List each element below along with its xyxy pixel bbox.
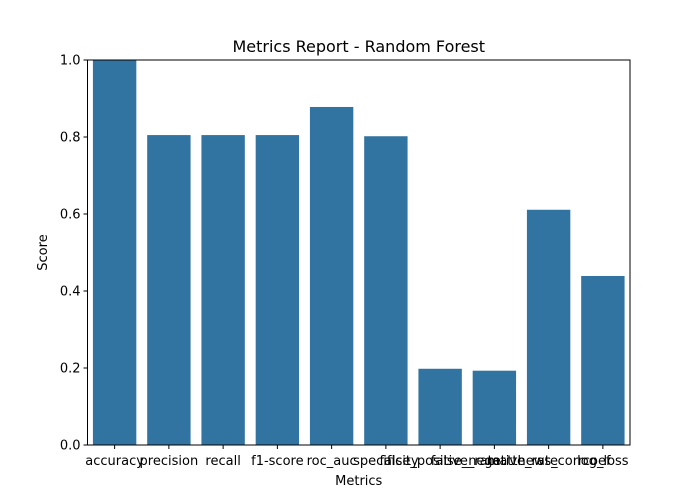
bar-false_positive_rate xyxy=(418,368,462,445)
bar-accuracy xyxy=(92,60,137,445)
x-tick-label: recall xyxy=(205,454,240,469)
y-tick-label: 1.0 xyxy=(60,54,81,69)
bar-matthews_corrcoef xyxy=(526,209,571,445)
y-tick-label: 0.2 xyxy=(60,362,81,377)
bar-recall xyxy=(201,135,245,445)
chart-title: Metrics Report - Random Forest xyxy=(232,37,485,56)
bar-f1-score xyxy=(255,135,300,445)
x-tick-label: accuracy xyxy=(85,454,144,469)
bar-specificity xyxy=(364,136,408,446)
x-tick-label: f1-score xyxy=(251,454,303,469)
y-axis-label: Score xyxy=(36,234,51,270)
y-tick-label: 0.8 xyxy=(60,131,81,146)
bar-false_negative_rate xyxy=(472,370,517,445)
x-tick-label: false_positive_rate xyxy=(379,454,500,469)
axes-frame xyxy=(87,59,631,446)
x-tick-label: specificity xyxy=(353,454,419,469)
x-tick-label: roc_auc xyxy=(307,454,357,469)
x-axis-label: Metrics xyxy=(335,474,382,489)
bar-precision xyxy=(147,135,191,445)
bar-log_loss xyxy=(581,275,625,445)
x-tick-label: false_negative_rate xyxy=(431,454,558,469)
x-tick-label: matthews_corrcoef xyxy=(487,454,611,469)
y-tick-label: 0.4 xyxy=(60,285,81,300)
y-tick-label: 0.0 xyxy=(60,439,81,454)
bar-roc_auc xyxy=(309,106,354,445)
x-tick-label: log_loss xyxy=(577,454,629,469)
y-tick-label: 0.6 xyxy=(60,208,81,223)
x-tick-label: precision xyxy=(140,454,199,469)
